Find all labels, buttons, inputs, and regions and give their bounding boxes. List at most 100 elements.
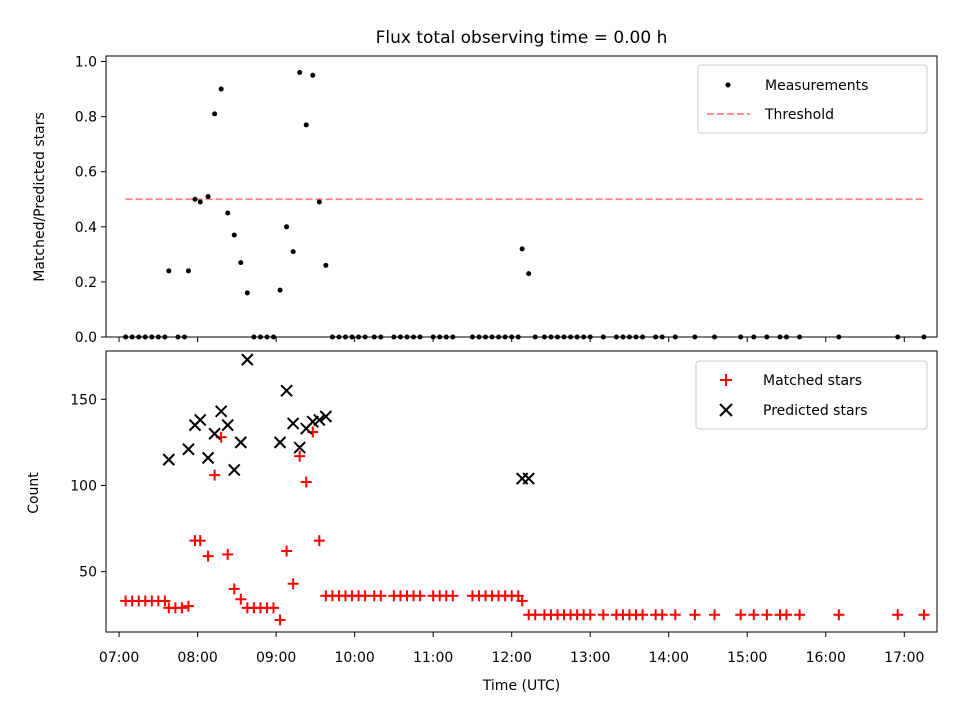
matched-star-point	[735, 609, 747, 621]
matched-star-point	[202, 550, 214, 562]
matched-star-point	[748, 609, 760, 621]
predicted-star-point	[214, 405, 228, 418]
predicted-star-point	[221, 418, 234, 432]
measurement-point	[142, 334, 148, 340]
matched-star-point	[709, 609, 721, 621]
y-tick-label: 50	[79, 565, 97, 581]
x-tick-label: 16:00	[806, 650, 846, 666]
matched-legend-label: Matched stars	[763, 373, 862, 389]
matched-star-point	[268, 602, 280, 614]
matched-star-point	[689, 609, 701, 621]
matched-star-point	[833, 609, 845, 621]
measurement-point	[587, 334, 593, 340]
predicted-star-point	[280, 384, 293, 397]
measurement-point	[561, 334, 567, 340]
bottom-panel: Count Time (UTC) 50 100 150 07:00 08:00 09:0…	[26, 350, 938, 694]
measurement-point	[316, 199, 322, 205]
matched-star-point	[313, 535, 325, 547]
measurement-point	[548, 334, 554, 340]
measurement-point	[225, 210, 231, 216]
measurement-point	[244, 290, 250, 296]
top-series	[123, 70, 927, 340]
bottom-ylabel: Count	[26, 472, 42, 514]
measurement-point	[443, 334, 449, 340]
measurement-point	[895, 334, 901, 340]
measurement-point	[166, 268, 172, 274]
measurement-point	[430, 334, 436, 340]
matched-star-point	[781, 609, 793, 621]
measurement-point	[218, 86, 224, 92]
measurement-point	[541, 334, 547, 340]
matched-star-point	[637, 609, 649, 621]
measurement-point	[626, 334, 632, 340]
measurement-point	[349, 334, 355, 340]
measurement-point	[197, 199, 203, 205]
measurement-point	[378, 334, 384, 340]
measurement-point	[155, 334, 161, 340]
measurement-point	[712, 334, 718, 340]
measurement-point	[362, 334, 368, 340]
matched-star-point	[222, 548, 234, 560]
matched-star-point	[209, 469, 221, 481]
measurement-point	[574, 334, 580, 340]
measurement-point	[136, 334, 142, 340]
measurement-point	[476, 334, 482, 340]
top-legend-frame	[697, 64, 928, 134]
measurement-point	[277, 287, 283, 293]
bottom-legend: Matched stars Predicted stars	[695, 360, 928, 430]
x-tick-label: 14:00	[649, 650, 689, 666]
predicted-star-point	[319, 410, 333, 423]
measurement-point	[620, 334, 626, 340]
measurement-point	[738, 334, 744, 340]
measurement-point	[175, 334, 181, 340]
measurement-point	[515, 334, 521, 340]
matched-star-point	[516, 595, 528, 607]
predicted-star-point	[162, 453, 176, 466]
measurement-point	[356, 334, 362, 340]
measurement-point	[519, 246, 525, 252]
measurement-point	[336, 334, 342, 340]
x-tick-label: 07:00	[99, 650, 139, 666]
measurement-point	[391, 334, 397, 340]
bottom-xlabel: Time (UTC)	[482, 678, 560, 694]
matched-star-point	[194, 535, 206, 547]
threshold-legend-label: Threshold	[764, 107, 834, 123]
matched-star-point	[235, 593, 247, 605]
y-tick-label: 150	[70, 392, 97, 408]
measurement-point	[450, 334, 456, 340]
measurement-point	[129, 334, 135, 340]
matched-star-point	[656, 609, 668, 621]
measurement-point	[633, 334, 639, 340]
matched-star-point	[597, 609, 609, 621]
measurement-point	[123, 334, 129, 340]
predicted-star-point	[241, 353, 254, 366]
bottom-x-ticks: 07:00 08:00 09:00 10:00 11:00 12:00 13:00 14:00…	[99, 632, 924, 666]
matched-star-point	[182, 600, 194, 612]
measurement-point	[784, 334, 790, 340]
bottom-plot-area	[105, 350, 938, 633]
top-ylabel: Matched/Predicted stars	[32, 112, 48, 282]
measurement-point	[303, 122, 309, 128]
matched-star-point	[669, 609, 681, 621]
y-tick-label: 0.0	[75, 330, 97, 346]
x-tick-label: 13:00	[570, 650, 610, 666]
x-tick-label: 11:00	[413, 650, 453, 666]
x-tick-label: 17:00	[884, 650, 924, 666]
x-tick-label: 15:00	[727, 650, 767, 666]
predicted-star-point	[194, 413, 207, 427]
predicted-legend-marker	[719, 403, 733, 417]
predicted-star-point	[286, 417, 300, 430]
matched-star-point	[584, 609, 596, 621]
predicted-star-point	[208, 427, 221, 440]
matched-star-point	[228, 583, 240, 595]
bottom-y-ticks: 50 100 150	[70, 392, 106, 581]
measurement-point	[323, 262, 329, 268]
matched-star-point	[447, 590, 459, 602]
matched-star-point	[761, 609, 773, 621]
measurement-point	[397, 334, 403, 340]
measurement-point	[185, 268, 191, 274]
measurement-point	[496, 334, 502, 340]
matched-star-point	[294, 450, 306, 462]
measurement-point	[329, 334, 335, 340]
